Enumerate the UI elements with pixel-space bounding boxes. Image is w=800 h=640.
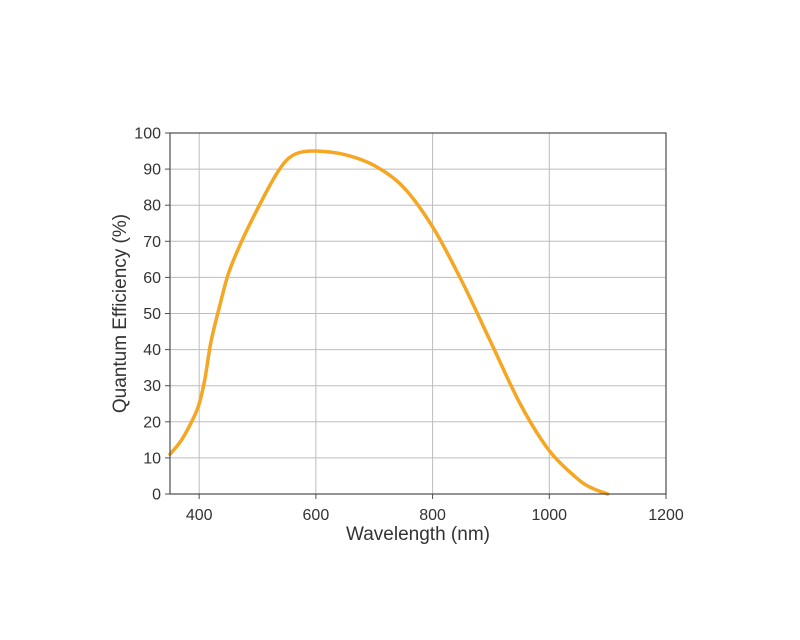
y-tick-label: 30 xyxy=(143,378,161,395)
x-tick-label: 1200 xyxy=(648,507,684,524)
y-axis-ticks: 0 10 20 30 40 50 60 70 80 90 100 xyxy=(134,126,170,504)
y-tick-label: 20 xyxy=(143,414,161,431)
series-layer xyxy=(168,149,610,496)
y-tick-label: 70 xyxy=(143,234,161,251)
series-line-0 xyxy=(168,149,610,496)
y-tick-label: 100 xyxy=(134,126,161,143)
y-tick-label: 60 xyxy=(143,270,161,287)
y-tick-label: 80 xyxy=(143,198,161,215)
y-tick-label: 0 xyxy=(152,487,161,504)
x-tick-label: 1000 xyxy=(531,507,567,524)
y-tick-label: 90 xyxy=(143,162,161,179)
x-axis-ticks: 400 600 800 1000 1200 xyxy=(186,494,684,524)
x-tick-label: 600 xyxy=(303,507,330,524)
y-tick-label: 10 xyxy=(143,450,161,467)
x-tick-label: 800 xyxy=(419,507,446,524)
x-axis-title: Wavelength (nm) xyxy=(346,524,490,545)
grid xyxy=(170,133,666,494)
y-tick-label: 50 xyxy=(143,306,161,323)
x-tick-label: 400 xyxy=(186,507,213,524)
y-axis-title: Quantum Efficiency (%) xyxy=(110,214,131,413)
y-tick-label: 40 xyxy=(143,342,161,359)
